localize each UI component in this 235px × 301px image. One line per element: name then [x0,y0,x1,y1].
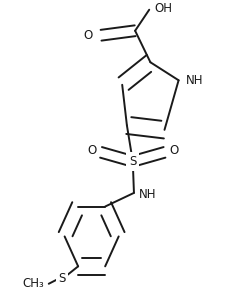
Text: O: O [169,144,178,157]
Text: O: O [87,144,96,157]
Text: S: S [129,155,137,168]
Text: NH: NH [139,188,156,201]
Text: S: S [59,272,66,285]
Text: OH: OH [154,2,172,15]
Text: CH₃: CH₃ [23,277,44,290]
Text: NH: NH [186,74,203,87]
Text: O: O [84,29,93,42]
